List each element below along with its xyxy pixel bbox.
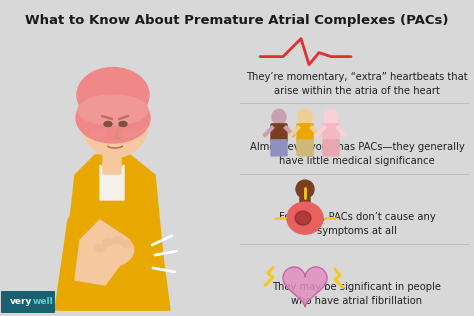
Ellipse shape — [113, 236, 123, 244]
Ellipse shape — [103, 239, 113, 246]
Polygon shape — [55, 200, 170, 310]
FancyBboxPatch shape — [305, 140, 313, 156]
Ellipse shape — [96, 238, 134, 266]
FancyBboxPatch shape — [103, 150, 121, 174]
Polygon shape — [100, 165, 124, 200]
Ellipse shape — [296, 180, 314, 198]
FancyBboxPatch shape — [323, 124, 339, 142]
FancyBboxPatch shape — [1, 291, 55, 313]
FancyBboxPatch shape — [297, 124, 313, 142]
Ellipse shape — [76, 93, 150, 143]
Text: Almost everyone has PACs—they generally
have little medical significance: Almost everyone has PACs—they generally … — [250, 142, 465, 166]
Ellipse shape — [81, 82, 149, 157]
FancyBboxPatch shape — [297, 140, 305, 156]
FancyBboxPatch shape — [271, 124, 287, 142]
Ellipse shape — [123, 129, 137, 137]
Ellipse shape — [324, 109, 338, 125]
FancyBboxPatch shape — [323, 140, 331, 156]
Polygon shape — [283, 267, 327, 307]
Ellipse shape — [77, 68, 149, 123]
Polygon shape — [65, 210, 118, 285]
Text: What to Know About Premature Atrial Complexes (PACs): What to Know About Premature Atrial Comp… — [25, 14, 449, 27]
FancyBboxPatch shape — [271, 140, 279, 156]
FancyBboxPatch shape — [331, 140, 339, 156]
Ellipse shape — [298, 109, 312, 125]
Polygon shape — [75, 220, 130, 285]
Ellipse shape — [95, 245, 105, 252]
Ellipse shape — [121, 240, 131, 247]
Ellipse shape — [272, 109, 286, 125]
Ellipse shape — [91, 129, 105, 137]
FancyBboxPatch shape — [300, 197, 310, 206]
Text: For most, PACs don’t cause any
symptoms at all: For most, PACs don’t cause any symptoms … — [279, 212, 436, 236]
Text: well: well — [33, 297, 54, 307]
Text: They’re momentary, “extra” heartbeats that
arise within the atria of the heart: They’re momentary, “extra” heartbeats th… — [246, 71, 468, 95]
Text: very: very — [10, 297, 32, 307]
Ellipse shape — [104, 121, 112, 126]
Text: They may be significant in people
who have atrial fibrillation: They may be significant in people who ha… — [273, 282, 441, 306]
Ellipse shape — [78, 95, 148, 125]
FancyBboxPatch shape — [279, 140, 287, 156]
Ellipse shape — [287, 202, 323, 234]
Ellipse shape — [295, 211, 311, 225]
Ellipse shape — [119, 121, 127, 126]
Polygon shape — [60, 155, 168, 310]
